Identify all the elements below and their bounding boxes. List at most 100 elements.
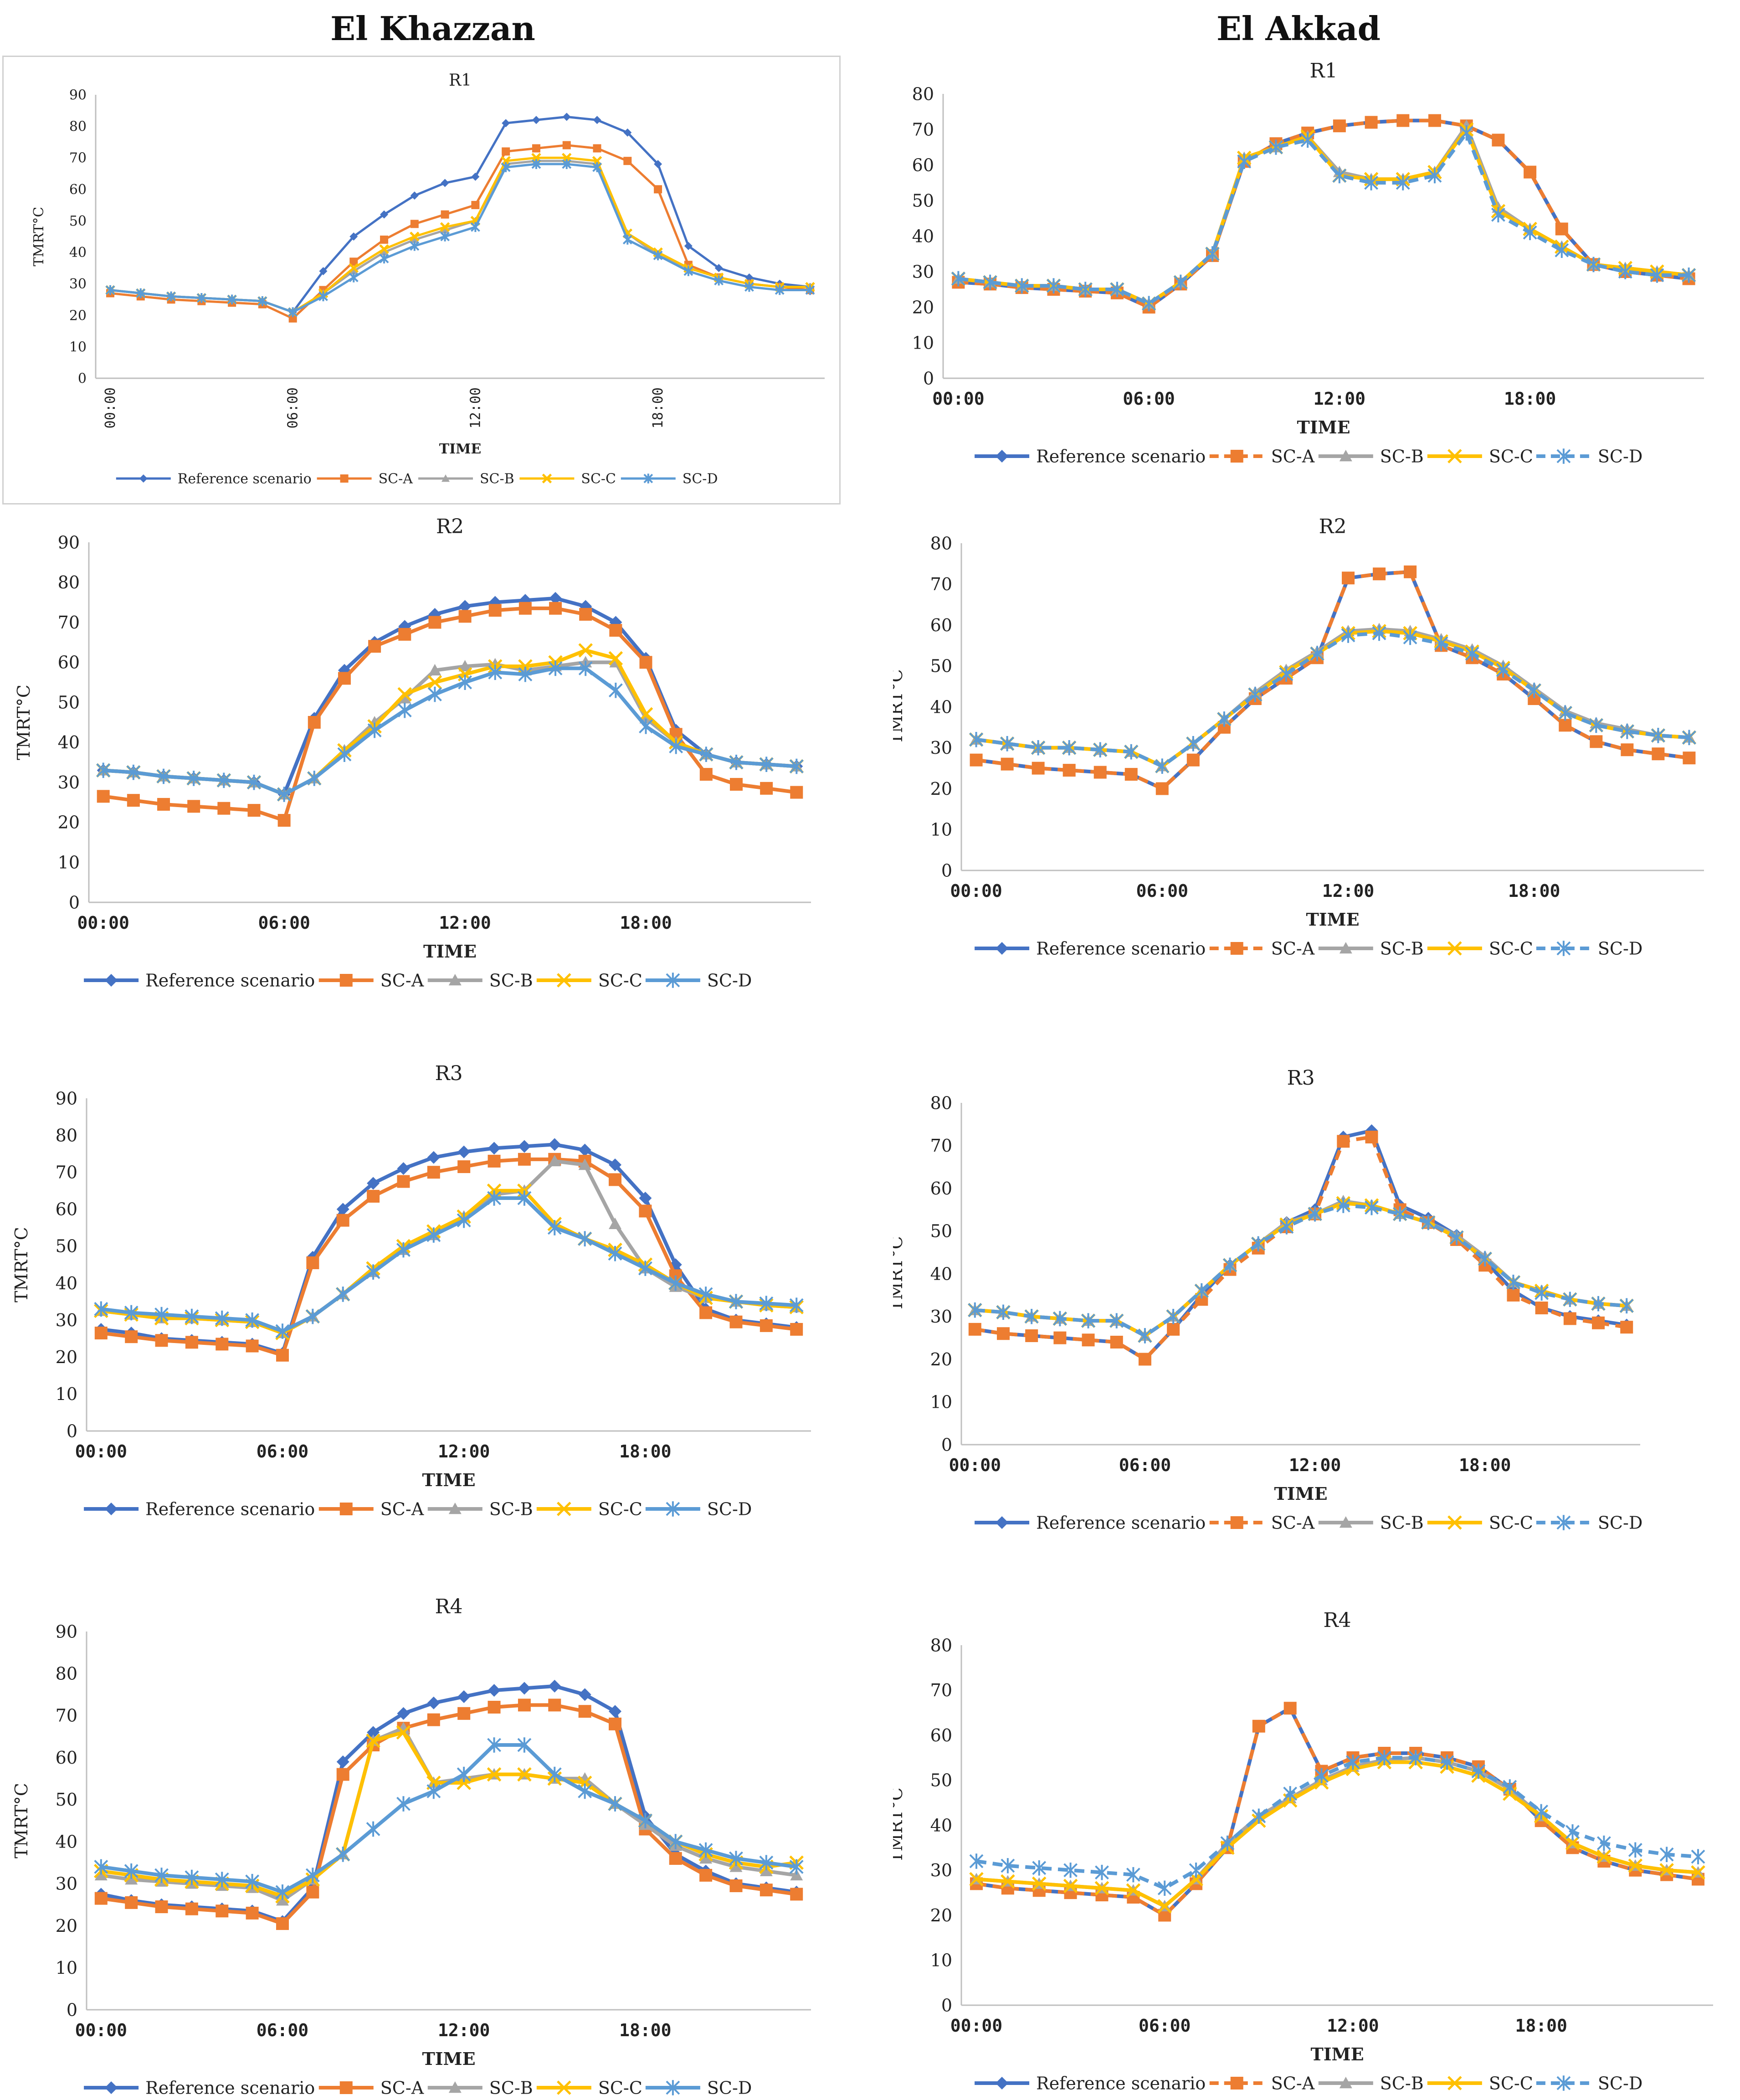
data-point: [669, 738, 683, 754]
legend-marker: [666, 2080, 680, 2095]
series-sc-d: [94, 1737, 804, 1900]
y-tick-label: 50: [930, 1221, 952, 1241]
legend-marker: [557, 973, 571, 988]
data-point: [398, 692, 411, 704]
data-point: [1093, 742, 1108, 758]
data-point: [396, 1796, 411, 1812]
data-point: [789, 758, 804, 774]
data-point: [518, 1682, 531, 1695]
data-point: [1189, 1862, 1203, 1878]
legend-marker: [666, 1501, 680, 1517]
series-line: [975, 1128, 1627, 1361]
data-point: [562, 113, 571, 121]
data-point: [426, 1783, 441, 1799]
legend-label: SC-C: [1489, 446, 1533, 466]
data-point: [968, 1323, 981, 1336]
y-tick-label: 10: [56, 1384, 77, 1404]
data-point: [276, 1917, 289, 1930]
legend-marker: [448, 1503, 462, 1514]
legend-item-sc-d: SC-D: [1536, 2073, 1642, 2093]
x-tick-label: 12:00: [438, 1441, 490, 1462]
legend-label: SC-B: [489, 970, 533, 990]
data-point: [380, 235, 389, 244]
data-point: [379, 244, 389, 254]
y-tick-label: 70: [58, 612, 80, 633]
data-point: [760, 1864, 773, 1876]
y-tick-label: 50: [56, 1790, 77, 1810]
legend: Reference scenario SC-A SC-B SC-C SC-D: [975, 2073, 1642, 2093]
data-point: [125, 1896, 138, 1909]
legend-marker: [1447, 941, 1462, 956]
data-point: [1590, 735, 1603, 748]
x-tick-label: 18:00: [1459, 1455, 1511, 1475]
data-point: [488, 1154, 501, 1168]
data-point: [1421, 1215, 1436, 1230]
data-point: [396, 1725, 411, 1740]
legend-marker: [666, 973, 680, 988]
data-point: [125, 1330, 138, 1343]
data-point: [1194, 1283, 1209, 1299]
data-point: [1217, 711, 1232, 727]
data-point: [1337, 1135, 1350, 1148]
legend-label: SC-C: [1489, 938, 1533, 958]
legend-label: Reference scenario: [178, 471, 312, 487]
data-point: [593, 116, 601, 124]
legend-item-sc-d: SC-D: [1536, 446, 1642, 466]
data-point: [744, 282, 754, 292]
x-tick-label: 00:00: [950, 881, 1002, 901]
chart-title: R2: [436, 515, 464, 538]
data-point: [699, 746, 713, 762]
legend-marker: [339, 974, 353, 987]
x-tick-label: 06:00: [257, 2020, 308, 2040]
data-point: [759, 757, 774, 772]
y-tick-label: 60: [69, 182, 87, 198]
data-point: [308, 716, 321, 729]
data-point: [426, 1227, 441, 1243]
data-point: [368, 640, 381, 653]
data-point: [245, 1312, 260, 1328]
y-tick-label: 10: [930, 1392, 952, 1412]
data-point: [729, 754, 744, 770]
data-point: [1001, 1858, 1015, 1874]
series-sc-c: [105, 153, 815, 317]
data-point: [94, 1892, 108, 1905]
data-point: [996, 1304, 1011, 1320]
y-axis-label: TMRT°C: [31, 207, 47, 267]
data-point: [441, 226, 449, 234]
y-tick-label: 30: [930, 1860, 952, 1880]
data-point: [699, 1852, 713, 1864]
data-point: [729, 1860, 743, 1872]
y-tick-label: 50: [930, 656, 952, 676]
data-point: [380, 248, 389, 256]
legend-item-sc-c: SC-C: [1427, 938, 1533, 958]
legend-label: SC-A: [1271, 2073, 1315, 2093]
data-point: [1052, 1311, 1067, 1327]
legend-item-reference-scenario: Reference scenario: [975, 1513, 1206, 1533]
data-point: [410, 232, 420, 242]
data-point: [1586, 257, 1601, 273]
legend-marker: [1339, 942, 1352, 954]
y-tick-label: 0: [923, 368, 934, 388]
data-point: [441, 179, 449, 187]
x-tick-label: 06:00: [257, 1441, 308, 1462]
data-point: [1465, 646, 1479, 662]
data-point: [349, 273, 359, 283]
data-point: [185, 1308, 199, 1324]
legend-label: SC-A: [1271, 446, 1315, 466]
data-point: [518, 602, 532, 615]
chart-title: R4: [435, 1595, 462, 1618]
data-point: [1506, 1274, 1520, 1290]
data-point: [969, 1872, 984, 1887]
data-point: [714, 275, 724, 286]
data-point: [608, 1796, 622, 1812]
y-tick-label: 90: [58, 532, 80, 552]
data-point: [410, 220, 419, 228]
column-title-el-khazzan: El Khazzan: [330, 9, 535, 48]
series-line: [101, 1189, 797, 1335]
data-point: [1205, 246, 1220, 262]
data-point: [127, 794, 140, 807]
data-point: [1126, 1867, 1140, 1883]
chart-akkad-r4: R4 0 10 20 30 40 50 60 70 80 TMRT°C 00:00 06:00 12:00…: [893, 1563, 1727, 2100]
data-point: [1000, 736, 1015, 751]
legend-marker: [643, 474, 653, 484]
